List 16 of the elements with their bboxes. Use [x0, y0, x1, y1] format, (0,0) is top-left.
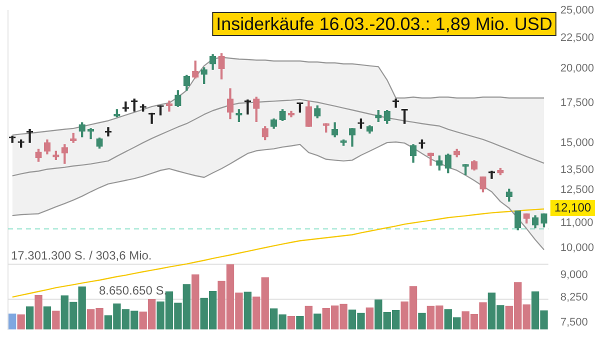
- y-tick-label: 9,000: [560, 269, 588, 282]
- y-tick-label: 15,000: [560, 136, 594, 149]
- y-tick-label: 8,250: [560, 292, 588, 304]
- y-tick-label: 25,000: [560, 4, 594, 17]
- y-tick-label: 7,500: [560, 316, 588, 328]
- ref-line-label: 17.301.300 S. / 303,6 Mio.: [11, 248, 152, 263]
- y-tick-label: 20,000: [560, 62, 594, 74]
- annotation: Insiderkäufe 16.03.-20.03.: 1,89 Mio. USD: [216, 14, 552, 34]
- y-tick-label: 12,500: [560, 184, 594, 196]
- y-tick-label: 17,500: [560, 97, 594, 109]
- y-tick-label: 11,000: [560, 217, 594, 230]
- text: 12,100: [554, 200, 592, 214]
- y-tick-label: 22,500: [560, 32, 594, 44]
- ref-line-label: 8.650.650 S.: [99, 284, 168, 298]
- y-tick-label: 13,500: [560, 164, 594, 176]
- y-tick-label: 10,000: [560, 242, 594, 254]
